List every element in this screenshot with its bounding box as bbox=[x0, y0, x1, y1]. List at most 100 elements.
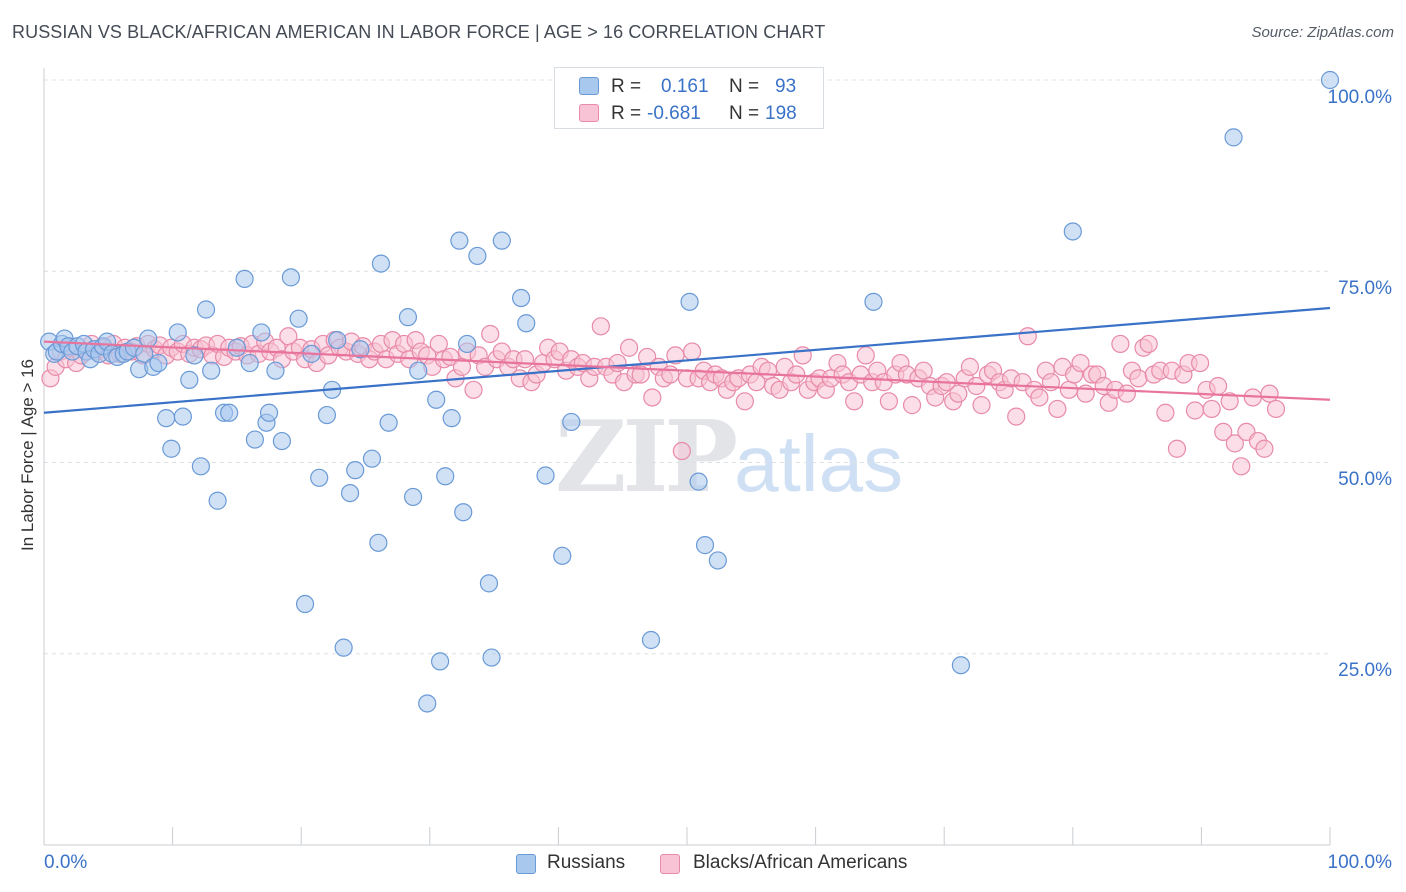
point-russians-44 bbox=[266, 361, 285, 380]
trend-line-russians bbox=[43, 306, 1331, 414]
point-russians-83 bbox=[680, 292, 699, 311]
point-russians-70 bbox=[450, 231, 469, 250]
bottom-legend-russians: Russians bbox=[516, 852, 625, 874]
point-russians-82 bbox=[641, 630, 661, 650]
point-blacks-213 bbox=[1266, 399, 1286, 419]
point-blacks-168 bbox=[1007, 407, 1026, 426]
point-russians-68 bbox=[436, 467, 455, 486]
legend-swatch-russians bbox=[579, 77, 599, 95]
legend-r-label: R = bbox=[611, 103, 642, 124]
point-russians-53 bbox=[328, 331, 347, 350]
point-russians-30 bbox=[185, 346, 204, 365]
legend-r-label: R = bbox=[611, 76, 642, 97]
point-blacks-186 bbox=[1111, 334, 1130, 354]
source-label: Source: ZipAtlas.com bbox=[1251, 24, 1394, 41]
point-blacks-202 bbox=[1202, 399, 1221, 419]
point-russians-63 bbox=[403, 487, 423, 507]
bottom-legend-label-blacks: Blacks/African Americans bbox=[693, 852, 908, 873]
x-tick-0: 0.0% bbox=[44, 852, 88, 873]
point-blacks-187 bbox=[1117, 384, 1136, 403]
x-tick-100: 100.0% bbox=[1327, 852, 1392, 873]
point-blacks-177 bbox=[1059, 380, 1079, 399]
bottom-legend-swatch-russians bbox=[516, 854, 536, 874]
point-russians-69 bbox=[442, 409, 461, 428]
point-russians-55 bbox=[340, 484, 360, 503]
bottom-legend-blacks: Blacks/African Americans bbox=[660, 852, 907, 874]
point-russians-56 bbox=[346, 461, 365, 480]
point-russians-91 bbox=[1063, 222, 1082, 241]
point-russians-36 bbox=[220, 403, 239, 422]
point-russians-41 bbox=[252, 323, 271, 342]
point-blacks-104 bbox=[638, 347, 657, 367]
point-blacks-158 bbox=[949, 384, 968, 403]
point-blacks-105 bbox=[643, 388, 662, 407]
y-tick-25: 25.0% bbox=[1338, 660, 1392, 681]
point-russians-60 bbox=[371, 254, 391, 273]
axes bbox=[43, 68, 1331, 846]
point-russians-45 bbox=[272, 431, 292, 451]
point-blacks-74 bbox=[464, 380, 483, 399]
point-russians-90 bbox=[951, 656, 971, 675]
legend-n-value-russians: 93 bbox=[775, 76, 797, 97]
point-blacks-179 bbox=[1071, 353, 1090, 373]
point-russians-86 bbox=[708, 551, 727, 570]
point-russians-58 bbox=[362, 449, 382, 468]
point-blacks-101 bbox=[620, 338, 639, 357]
point-blacks-110 bbox=[672, 441, 691, 461]
y-axis-label: In Labor Force | Age > 16 bbox=[18, 358, 37, 552]
trend-lines bbox=[43, 306, 1331, 414]
legend-n-label: N = bbox=[729, 103, 760, 124]
point-russians-43 bbox=[259, 403, 279, 422]
point-russians-67 bbox=[430, 652, 450, 671]
point-russians-59 bbox=[369, 533, 388, 552]
bottom-legend-swatch-blacks bbox=[660, 854, 680, 874]
point-russians-66 bbox=[427, 390, 446, 409]
point-blacks-150 bbox=[902, 396, 922, 415]
point-russians-28 bbox=[173, 407, 192, 426]
point-russians-77 bbox=[512, 288, 531, 308]
point-russians-74 bbox=[479, 574, 499, 593]
point-blacks-206 bbox=[1225, 434, 1244, 453]
point-russians-61 bbox=[379, 413, 398, 432]
point-blacks-170 bbox=[1018, 327, 1037, 346]
point-russians-40 bbox=[245, 430, 265, 449]
point-russians-84 bbox=[689, 472, 708, 491]
point-russians-48 bbox=[295, 594, 315, 614]
point-blacks-207 bbox=[1232, 457, 1251, 476]
stats-legend: R = 0.161 N = 93 R = -0.681 N = 198 bbox=[554, 67, 824, 129]
legend-r-value-blacks: -0.681 bbox=[647, 103, 701, 124]
point-russians-26 bbox=[162, 439, 181, 458]
bottom-legend-label-russians: Russians bbox=[547, 852, 626, 873]
point-blacks-200 bbox=[1191, 353, 1210, 373]
legend-n-value-blacks: 198 bbox=[765, 103, 797, 124]
point-russians-31 bbox=[191, 457, 210, 476]
point-blacks-199 bbox=[1185, 401, 1205, 420]
point-blacks-172 bbox=[1030, 388, 1049, 407]
point-russians-24 bbox=[149, 353, 168, 373]
point-russians-54 bbox=[334, 638, 353, 657]
point-russians-89 bbox=[864, 292, 883, 311]
point-blacks-112 bbox=[683, 342, 702, 361]
point-blacks-140 bbox=[845, 392, 864, 411]
point-russians-57 bbox=[351, 340, 370, 359]
point-blacks-83 bbox=[515, 350, 535, 369]
point-russians-73 bbox=[468, 246, 487, 266]
point-russians-65 bbox=[418, 694, 437, 713]
point-russians-47 bbox=[289, 309, 308, 328]
point-blacks-211 bbox=[1255, 439, 1274, 458]
point-russians-71 bbox=[454, 503, 473, 522]
point-blacks-162 bbox=[972, 396, 991, 415]
point-russians-78 bbox=[517, 314, 536, 333]
point-russians-34 bbox=[208, 491, 227, 510]
point-russians-22 bbox=[139, 329, 158, 348]
y-tick-75: 75.0% bbox=[1338, 278, 1392, 299]
point-blacks-212 bbox=[1260, 384, 1279, 403]
point-russians-39 bbox=[240, 353, 259, 373]
legend-n-label: N = bbox=[729, 76, 760, 97]
point-russians-46 bbox=[281, 268, 301, 287]
point-russians-62 bbox=[398, 308, 418, 327]
point-russians-33 bbox=[202, 361, 221, 380]
point-blacks-194 bbox=[1156, 403, 1175, 422]
point-russians-37 bbox=[227, 338, 246, 357]
point-russians-85 bbox=[695, 536, 715, 555]
